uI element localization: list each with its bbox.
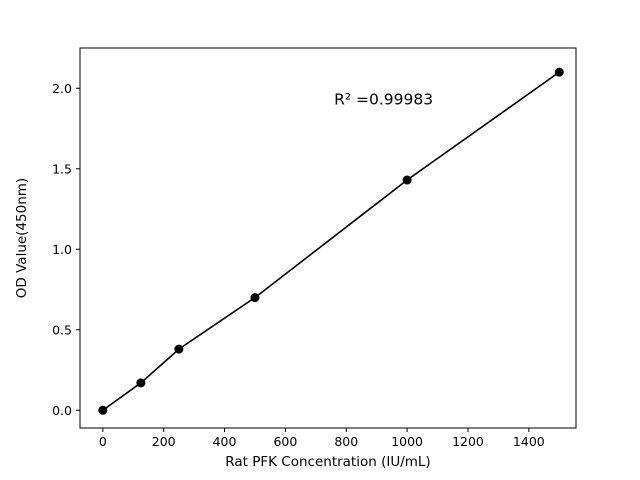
data-point: [136, 378, 146, 388]
data-point: [402, 175, 412, 185]
y-tick-label: 1.0: [52, 242, 72, 257]
x-axis-label: Rat PFK Concentration (IU/mL): [225, 454, 430, 470]
data-point: [174, 344, 184, 354]
y-tick-label: 0.5: [52, 322, 72, 337]
x-tick-label: 400: [213, 434, 237, 449]
r-squared-annotation: R² =0.99983: [334, 90, 433, 108]
trend-line: [102, 71, 560, 411]
plot-frame: [79, 47, 577, 429]
y-tick-label: 0.0: [52, 403, 72, 418]
x-axis-ticks: 0 200 400 600 800 1000 1200 1400: [99, 428, 545, 449]
y-axis-ticks: 0.0 0.5 1.0 1.5 2.0: [52, 81, 80, 418]
x-tick-label: 1000: [391, 434, 423, 449]
x-tick-label: 1200: [452, 434, 484, 449]
data-point: [98, 405, 108, 415]
y-axis-label: OD Value(450nm): [14, 178, 30, 298]
y-tick-label: 2.0: [52, 81, 72, 96]
series-layer: [98, 67, 564, 415]
y-tick-label: 1.5: [52, 161, 72, 176]
data-point: [250, 293, 260, 303]
x-tick-label: 0: [99, 434, 107, 449]
x-tick-label: 200: [152, 434, 176, 449]
x-tick-label: 600: [273, 434, 297, 449]
data-point: [554, 67, 564, 77]
x-tick-label: 1400: [513, 434, 545, 449]
x-tick-label: 800: [334, 434, 358, 449]
